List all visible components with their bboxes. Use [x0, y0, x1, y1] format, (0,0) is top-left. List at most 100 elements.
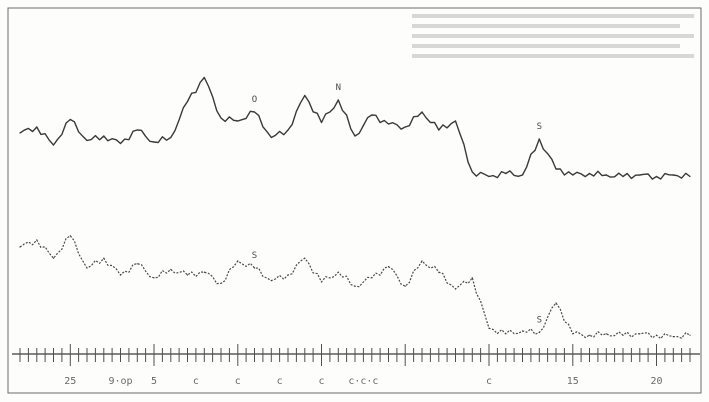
- upper-trace-point: [287, 129, 289, 131]
- lower-trace-point: [337, 271, 339, 273]
- peak-label-upper-o: O: [252, 95, 257, 105]
- lower-trace-point: [538, 331, 540, 333]
- upper-trace-point: [605, 174, 607, 176]
- lower-trace-point: [438, 271, 440, 273]
- upper-trace-point: [438, 129, 440, 131]
- upper-trace-point: [119, 142, 122, 145]
- lower-trace-point: [237, 260, 239, 262]
- upper-trace-point: [421, 111, 423, 113]
- peak-annotations: O N S S S: [252, 83, 542, 325]
- upper-trace-point: [588, 172, 591, 175]
- upper-trace-point: [237, 120, 239, 122]
- upper-trace-point: [19, 132, 21, 134]
- scale-tick-label: 9·op: [108, 376, 132, 387]
- upper-trace-point: [655, 175, 658, 178]
- upper-trace-point: [689, 175, 691, 178]
- scale-tick-label: c: [318, 376, 324, 387]
- lower-trace-point: [69, 235, 71, 237]
- caption-line-smudge: [412, 44, 680, 48]
- lower-trace-point: [153, 277, 155, 279]
- lower-trace-point: [170, 268, 172, 270]
- lower-trace-point: [622, 334, 624, 336]
- upper-trace-point: [404, 126, 406, 128]
- lower-trace-point: [639, 333, 641, 335]
- lower-trace-point: [304, 257, 306, 259]
- caption-line-smudge: [412, 14, 694, 18]
- upper-trace-point: [337, 99, 339, 101]
- caption-line-smudge: [412, 34, 694, 38]
- upper-trace-point: [103, 135, 105, 137]
- lower-trace-point: [404, 285, 406, 287]
- lower-trace-point: [220, 282, 222, 284]
- lower-trace-point: [454, 288, 457, 290]
- upper-trace-point: [69, 118, 71, 121]
- lower-trace-point: [605, 333, 607, 335]
- upper-trace-point: [153, 141, 155, 143]
- lower-trace-point: [689, 334, 691, 336]
- lower-trace-point: [103, 257, 105, 259]
- upper-trace-point: [387, 123, 390, 125]
- caption-line-smudge: [412, 24, 680, 28]
- scale-tick-label: c: [193, 376, 199, 387]
- peak-label-upper-s: S: [537, 122, 542, 132]
- scale-tick-labels: 25 9·op 5 c c c c c·c·c c 15 20: [64, 376, 662, 387]
- lower-trace-point: [253, 267, 256, 269]
- upper-spectrum-trace: [19, 76, 691, 180]
- lower-trace-point: [119, 274, 122, 276]
- lower-trace-point: [488, 327, 490, 329]
- lower-trace-point: [572, 333, 574, 335]
- scale-tick-label: 25: [64, 376, 76, 387]
- upper-trace-point: [52, 144, 55, 146]
- scale-tick-label: 20: [650, 376, 662, 387]
- upper-trace-point: [572, 174, 574, 176]
- upper-trace-point: [354, 135, 356, 137]
- caption-block: [412, 14, 694, 58]
- upper-trace-point: [220, 117, 222, 119]
- upper-trace-point: [471, 171, 473, 173]
- lower-trace-point: [505, 333, 507, 335]
- lower-trace-point: [270, 280, 272, 282]
- lower-trace-point: [36, 239, 38, 241]
- upper-trace-point: [538, 138, 540, 140]
- lower-trace-point: [588, 334, 591, 336]
- upper-trace-point: [488, 175, 490, 178]
- upper-trace-point: [304, 94, 306, 97]
- lower-trace-point: [387, 266, 390, 268]
- peak-label-upper-n: N: [336, 83, 341, 93]
- scale-tick-label: c: [235, 376, 241, 387]
- lower-spectrum-trace: [19, 235, 691, 340]
- lower-trace-point: [555, 302, 557, 304]
- lower-trace-point: [52, 257, 55, 259]
- upper-trace-point: [505, 172, 507, 175]
- trace-marks: [19, 76, 691, 338]
- lower-trace-point: [521, 330, 524, 332]
- scale-tick-label: c: [486, 376, 492, 387]
- lower-trace-point: [86, 267, 88, 269]
- upper-trace-point: [270, 136, 272, 139]
- chart-frame: [7, 7, 702, 394]
- scale-tick-label: 15: [567, 376, 579, 387]
- upper-trace-point: [253, 111, 256, 113]
- lower-trace-point: [186, 274, 189, 276]
- upper-trace-point: [136, 129, 138, 131]
- upper-trace-point: [170, 136, 172, 139]
- scale-tick-label: c·c·c: [348, 376, 378, 387]
- upper-trace-point: [639, 174, 641, 176]
- upper-trace-point: [86, 139, 88, 142]
- upper-trace-point: [371, 114, 373, 116]
- lower-trace-point: [421, 260, 423, 262]
- peak-label-lower-s: S: [537, 315, 542, 325]
- upper-trace-point: [555, 168, 557, 170]
- upper-trace-point: [672, 174, 674, 176]
- lower-trace-point: [371, 277, 373, 279]
- scale-tick-label: c: [277, 376, 283, 387]
- lower-trace-point: [136, 263, 138, 265]
- caption-line-smudge: [412, 54, 694, 58]
- upper-trace-point: [186, 100, 189, 103]
- scale-ticks: [19, 344, 691, 366]
- upper-trace-point: [622, 175, 624, 178]
- upper-trace-point: [521, 174, 524, 176]
- scale-tick-label: 5: [151, 376, 157, 387]
